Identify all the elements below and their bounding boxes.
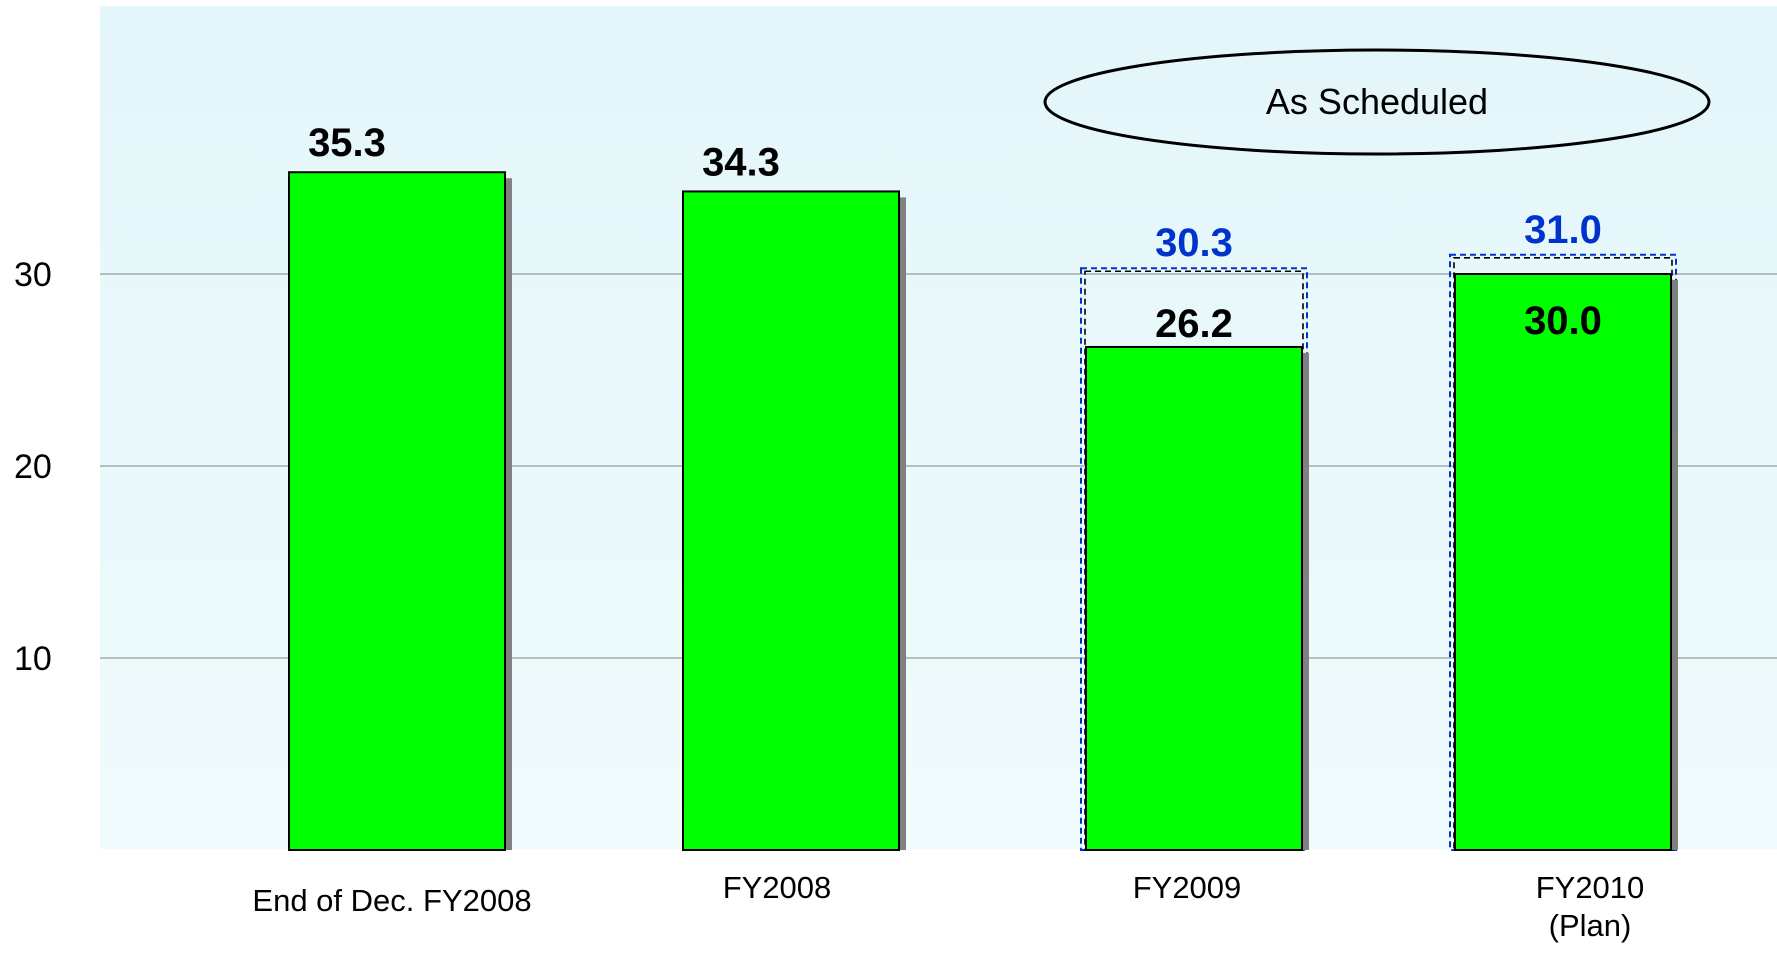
- bar-group: 30.3 26.2: [1080, 221, 1309, 851]
- y-axis-ticks: 10 20 30: [14, 256, 52, 678]
- category-label: End of Dec. FY2008: [252, 883, 531, 918]
- bar-group: 31.0 30.0: [1449, 208, 1678, 852]
- target-value-label: 31.0: [1524, 208, 1602, 252]
- bars: 35.3 34.3 30.3 26.2 31.0 30.0: [288, 121, 1678, 852]
- target-value-label: 30.3: [1155, 221, 1233, 265]
- bar: [1454, 273, 1672, 851]
- bar-value-label: 30.0: [1524, 299, 1602, 343]
- category-label: FY2010 (Plan): [1536, 870, 1645, 943]
- bar-group: 35.3: [288, 121, 512, 852]
- bar-value-label: 35.3: [308, 121, 386, 165]
- bar: [1085, 345, 1303, 851]
- bar-value-label: 26.2: [1155, 302, 1233, 346]
- annotation: As Scheduled: [1043, 48, 1711, 156]
- category-labels: End of Dec. FY2008 FY2008 FY2009 FY2010 (Pla…: [252, 870, 1644, 943]
- bar: [682, 190, 900, 851]
- annotation-text: As Scheduled: [1266, 81, 1488, 122]
- y-tick-label: 30: [14, 256, 52, 294]
- bar-group: 34.3: [682, 140, 906, 851]
- y-tick-label: 20: [14, 448, 52, 486]
- bar: [288, 171, 506, 852]
- category-label: FY2009: [1133, 870, 1242, 905]
- annotation-ellipse: [1043, 48, 1711, 156]
- y-tick-label: 10: [14, 640, 52, 678]
- bar-value-label: 34.3: [702, 140, 780, 184]
- category-label: FY2008: [723, 870, 832, 905]
